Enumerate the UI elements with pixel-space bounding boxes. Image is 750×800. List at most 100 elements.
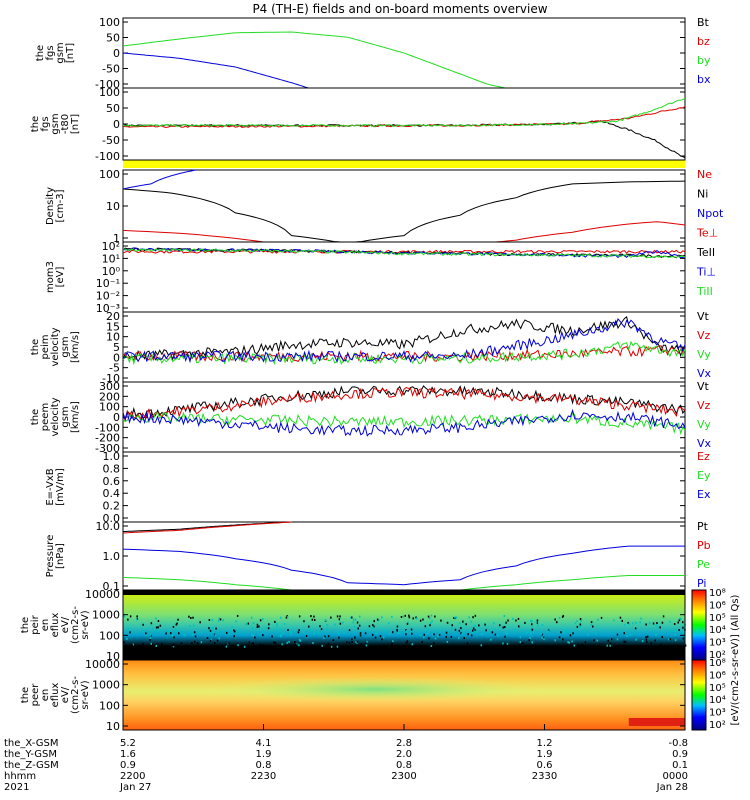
- spectrogram-cell: [596, 639, 598, 642]
- spectrogram-cell: [139, 645, 141, 648]
- spectrogram-cell: [231, 625, 233, 628]
- spectrogram-cell: [271, 635, 273, 638]
- y-tick-label: -100: [95, 78, 120, 91]
- spectrogram-cell: [150, 642, 152, 645]
- spectrogram-cell: [279, 616, 282, 619]
- spectrogram-cell: [417, 645, 419, 648]
- spectrogram-cell: [263, 645, 266, 648]
- spectrogram-cell: [225, 645, 228, 648]
- y-tick-label: 0: [113, 351, 120, 364]
- spectrogram-cell: [446, 621, 449, 624]
- spectrogram-cell: [285, 616, 288, 619]
- spectrogram-cell: [645, 623, 647, 626]
- spectrogram-cell: [262, 644, 264, 647]
- spectrogram-cell: [481, 632, 483, 635]
- spectrogram-cell: [521, 642, 524, 644]
- spectrogram-cell: [334, 623, 336, 626]
- y-tick-label: 0.8: [103, 462, 121, 475]
- spectrogram-cell: [661, 636, 663, 638]
- spectrogram-peir: [123, 590, 685, 660]
- spectrogram-cell: [372, 624, 374, 627]
- spectrogram-cell: [430, 614, 433, 617]
- spectrogram-cell: [155, 617, 157, 620]
- spectrogram-cell: [211, 630, 214, 633]
- spectrogram-cell: [358, 624, 361, 627]
- spectrogram-cell: [429, 624, 431, 627]
- spectrogram-cell: [421, 641, 423, 644]
- spectrogram-cell: [353, 618, 355, 621]
- spectrogram-cell: [152, 627, 154, 630]
- spectrogram-cell: [320, 628, 323, 631]
- spectrogram-cell: [655, 633, 657, 636]
- spectrogram-cell: [490, 638, 492, 641]
- spectrogram-cell: [460, 627, 462, 630]
- spectrogram-cell: [640, 617, 642, 620]
- spectrogram-cell: [626, 635, 628, 637]
- spectrogram-cell: [646, 635, 649, 638]
- spectrogram-cell: [625, 645, 627, 648]
- y-axis-label: gsm: [50, 113, 61, 134]
- spectrogram-cell: [619, 616, 622, 619]
- spectrogram-cell: [155, 645, 157, 647]
- spectrogram-cell: [621, 619, 623, 622]
- x-axis-value: 2300: [391, 771, 416, 782]
- series-line-Ni: [122, 180, 686, 243]
- legend-entry: Npot: [697, 207, 724, 220]
- spectrogram-cell: [579, 625, 581, 628]
- colorbar-1: [691, 589, 707, 661]
- spectrogram-cell: [515, 619, 517, 622]
- spectrogram-cell: [678, 619, 681, 622]
- spectrogram-cell: [208, 627, 210, 630]
- spectrogram-cell: [180, 642, 183, 644]
- y-axis-label: peir: [30, 614, 41, 634]
- spectrogram-cell: [193, 631, 196, 634]
- y-axis-label: the: [30, 409, 41, 425]
- spectrogram-cell: [405, 642, 408, 644]
- spectrogram-cell: [290, 633, 292, 636]
- spectrogram-cell: [262, 618, 264, 620]
- spectrogram-cell: [458, 629, 461, 632]
- y-tick-label: 0: [113, 47, 120, 60]
- spectrogram-cell: [451, 627, 453, 630]
- spectrogram-cell: [558, 616, 561, 619]
- spectrogram-cell: [313, 615, 315, 618]
- spectrogram-cell: [405, 629, 407, 632]
- panel-peer: 10000 1000 100 10 the peer en eflux eV/(cm2-s-sr…: [20, 658, 686, 733]
- spectrogram-cell: [612, 644, 614, 647]
- spectrogram-cell: [390, 643, 393, 646]
- spectrogram-cell: [397, 632, 399, 635]
- x-axis-value: 0.6: [537, 760, 553, 771]
- spectrogram-cell: [368, 625, 371, 628]
- y-tick-label: 50: [106, 102, 120, 115]
- spectrogram-cell: [233, 629, 235, 632]
- panel-efield: 1.00.80.60.40.20.0 E=-VxB [mV/m] Ez Ey Ex: [45, 450, 711, 525]
- spectrogram-cell: [566, 628, 568, 631]
- spectrogram-cell: [669, 620, 671, 623]
- spectrogram-cell: [432, 634, 434, 637]
- spectrogram-cell: [396, 628, 398, 631]
- spectrogram-cell: [214, 642, 216, 644]
- spectrogram-cell: [606, 644, 608, 647]
- y-tick-label: -50: [102, 63, 120, 76]
- series-line-Vt: [122, 385, 686, 421]
- spectrogram-cell: [650, 642, 653, 645]
- y-tick-label: 0.0: [103, 512, 121, 525]
- spectrogram-cell: [680, 645, 682, 648]
- spectrogram-cell: [458, 622, 461, 625]
- spectrogram-cell: [211, 619, 214, 622]
- spectrogram-cell: [461, 633, 463, 636]
- spectrogram-cell: [627, 621, 629, 624]
- spectrogram-cell: [485, 629, 487, 632]
- y-tick-label: 20: [106, 310, 120, 323]
- spectrogram-cell: [287, 629, 289, 631]
- spectrogram-cell: [218, 637, 220, 640]
- spectrogram-cell: [503, 615, 506, 617]
- spectrogram-cell: [682, 631, 684, 634]
- spectrogram-cell: [339, 622, 342, 625]
- colorbar-2: [691, 659, 707, 731]
- spectrogram-cell: [590, 621, 593, 624]
- spectrogram-cell: [298, 644, 300, 647]
- spectrogram-cell: [500, 644, 503, 647]
- spectrogram-cell: [324, 635, 326, 638]
- y-axis-label: fgs: [40, 116, 51, 131]
